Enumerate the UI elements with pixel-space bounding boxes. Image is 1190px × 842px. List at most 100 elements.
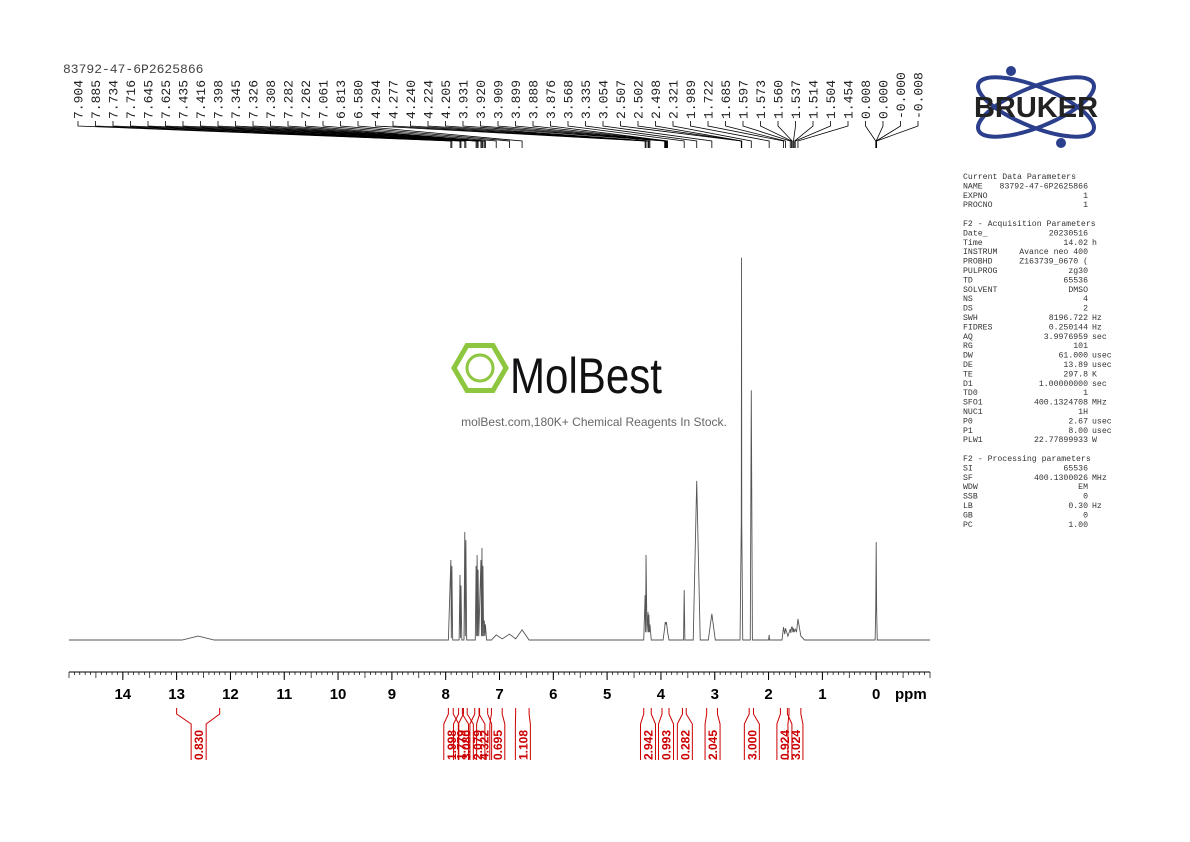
param-value: 13.89: [1063, 361, 1088, 370]
param-name: FIDRES: [963, 323, 993, 332]
peak-label: 1.560: [772, 80, 787, 119]
peak-connector: [340, 121, 510, 148]
param-name: AQ: [963, 333, 973, 342]
param-value: Avance neo 400: [1019, 248, 1088, 257]
peak-label: 7.645: [142, 80, 157, 119]
peak-connector: [287, 121, 485, 148]
param-value: 61.000: [1059, 352, 1089, 361]
peak-connector: [602, 121, 713, 148]
integral-bracket: [489, 708, 506, 760]
peak-connector: [357, 121, 523, 148]
spectrum-line: [69, 257, 930, 641]
param-section-title: F2 - Processing parameters: [963, 454, 1091, 464]
peak-label: 4.240: [404, 80, 419, 119]
peak-connector: [147, 121, 466, 148]
peak-label: 7.308: [264, 80, 279, 119]
param-value: 8.00: [1068, 427, 1088, 436]
integral-label: 0.695: [491, 730, 505, 760]
param-value: Z163739_0670 (: [1019, 257, 1088, 267]
peak-label: 3.568: [562, 80, 577, 119]
peak-label: 1.573: [754, 80, 769, 119]
peak-connector: [480, 121, 666, 148]
peak-connector: [182, 121, 477, 148]
peak-connector: [497, 121, 667, 148]
integral-label: 3.024: [789, 730, 803, 760]
watermark: MolBest molBest.com,180K+ Chemical Reage…: [451, 343, 727, 429]
peak-connector: [793, 121, 796, 148]
peak-connector: [252, 121, 483, 148]
peak-connector: [375, 121, 646, 148]
param-name: DW: [963, 352, 973, 361]
param-name: TD0: [963, 389, 978, 398]
x-tick-label: 7: [495, 686, 503, 703]
integral-label: 0.993: [660, 730, 674, 760]
logo-orbit: [976, 75, 1096, 139]
peak-label: 4.294: [369, 80, 384, 119]
integral-bracket: [457, 708, 474, 760]
integral-bracket: [704, 708, 721, 760]
peak-connector: [165, 121, 467, 148]
param-unit: usec: [1092, 417, 1112, 426]
integral-label: 0.830: [192, 730, 206, 760]
sample-title: 83792-47-6P2625866: [63, 62, 203, 77]
peak-label: 3.335: [579, 80, 594, 119]
param-unit: usec: [1092, 361, 1112, 370]
x-axis-label: ppm: [895, 686, 927, 703]
watermark-name: MolBest: [510, 348, 662, 404]
peak-label: 1.597: [737, 80, 752, 119]
param-name: GB: [963, 511, 973, 520]
x-tick-label: 9: [388, 686, 396, 703]
param-value: 1H: [1078, 408, 1088, 417]
peak-label: 3.920: [474, 80, 489, 119]
param-value: 1: [1083, 192, 1088, 201]
peak-label: 0.000: [877, 80, 892, 119]
peak-connector: [875, 121, 884, 148]
param-name: NUC1: [963, 408, 983, 417]
peak-label: 1.722: [702, 80, 717, 119]
param-value: zg30: [1068, 267, 1088, 276]
integral-label: 2.942: [641, 730, 655, 760]
peak-label: 6.580: [352, 80, 367, 119]
param-unit: W: [1092, 436, 1097, 445]
param-value: 83792-47-6P2625866: [1000, 182, 1089, 191]
param-name: PC: [963, 521, 973, 530]
peak-connector: [95, 121, 453, 148]
watermark-ring: [465, 353, 495, 383]
integral-label: 2.045: [706, 730, 720, 760]
integral-bracket: [787, 708, 804, 760]
peak-label: 4.224: [422, 80, 437, 119]
integral-bracket: [776, 708, 793, 760]
param-name: SSB: [963, 493, 978, 502]
param-unit: usec: [1092, 352, 1112, 361]
param-value: 1: [1083, 389, 1088, 398]
peak-connector: [794, 121, 814, 148]
integral-bracket: [676, 708, 693, 760]
param-name: DE: [963, 361, 973, 370]
param-name: SI: [963, 464, 973, 473]
watermark-hexagon: [451, 343, 509, 393]
param-section-title: F2 - Acquisition Parameters: [963, 219, 1096, 229]
param-name: RG: [963, 342, 973, 351]
peak-label: -0.008: [912, 72, 927, 119]
peak-connector: [200, 121, 478, 148]
param-value: 400.1324708: [1034, 399, 1088, 408]
peak-label: 7.885: [89, 80, 104, 119]
param-name: INSTRUM: [963, 248, 997, 257]
peak-connector: [532, 121, 668, 148]
peak-label: 7.734: [107, 80, 122, 119]
integral-label: 1.998: [445, 730, 459, 760]
param-name: PLW1: [963, 436, 983, 445]
param-value: 1.00: [1068, 521, 1088, 530]
peak-connector: [445, 121, 651, 148]
peak-label: 3.888: [527, 80, 542, 119]
peak-connector: [112, 121, 461, 148]
integral-bracket: [452, 708, 469, 760]
peak-label: 7.904: [72, 80, 87, 119]
peak-label: 1.537: [789, 80, 804, 119]
peak-connector: [410, 121, 649, 148]
peak-label: 7.326: [247, 80, 262, 119]
integral-bracket: [639, 708, 656, 760]
logo-dot: [1006, 66, 1016, 76]
integral-label: 3.000: [745, 730, 759, 760]
